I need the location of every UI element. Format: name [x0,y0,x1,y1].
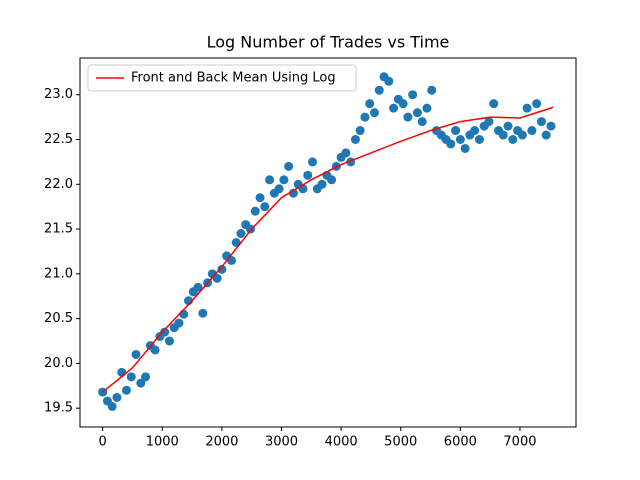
x-tick-label: 1000 [146,435,179,450]
scatter-point [455,135,465,145]
scatter-point [250,206,260,216]
y-tick-label: 20.0 [44,356,73,371]
scatter-point [503,121,513,131]
scatter-point [122,385,131,395]
scatter-point [446,139,456,149]
scatter-point [217,264,227,274]
scatter-point [308,157,317,167]
scatter-point [484,117,494,127]
scatter-point [350,135,360,145]
scatter-point [260,202,270,212]
scatter-point [532,99,542,109]
scatter-point [541,130,551,140]
scatter-point [489,99,499,109]
scatter-point [303,170,313,180]
scatter-point [451,126,461,136]
x-tick-label: 7000 [503,435,536,450]
scatter-point [212,273,222,283]
scatter-point [226,255,236,265]
scatter-point [131,349,141,359]
line-series [102,106,554,393]
scatter-point [174,318,184,328]
y-tick-label: 19.5 [44,401,73,416]
scatter-point [422,103,432,113]
scatter-point [508,135,518,145]
scatter-point [522,103,532,113]
scatter-point [403,112,413,122]
y-tick-label: 20.5 [44,311,73,326]
scatter-point [384,76,394,86]
scatter-point [355,126,365,136]
scatter-point [107,401,117,411]
plot-area [98,72,556,411]
scatter-point [150,345,160,355]
y-tick-label: 21.0 [44,266,73,281]
scatter-point [398,99,408,109]
scatter-point [365,99,375,109]
x-tick-label: 4000 [325,435,358,450]
x-tick-label: 3000 [265,435,298,450]
scatter-point [284,161,294,171]
scatter-point [498,130,508,140]
scatter-point [536,117,546,127]
scatter-point [288,188,298,198]
scatter-point [460,143,470,153]
scatter-point [427,85,437,95]
scatter-point [412,108,422,118]
scatter-point [126,372,136,382]
scatter-point [470,126,480,136]
scatter-point [274,184,284,194]
scatter-point [527,126,537,136]
scatter-point [112,392,122,402]
scatter-point [193,282,203,292]
scatter-point [141,372,151,382]
scatter-point [408,90,418,100]
axes-frame [79,57,577,428]
scatter-point [517,130,527,140]
scatter-point [160,327,170,337]
scatter-point [370,108,379,118]
scatter-point [198,308,208,318]
scatter-point [265,175,275,185]
x-tick-label: 5000 [384,435,417,450]
scatter-point [136,378,146,388]
y-tick-label: 22.5 [44,132,73,147]
y-tick-label: 23.0 [44,87,73,102]
scatter-point [546,121,556,131]
scatter-point [360,112,370,122]
scatter-point [117,367,127,377]
scatter-point [474,135,484,145]
x-tick-label: 6000 [444,435,477,450]
y-tick-label: 21.5 [44,222,73,237]
scatter-point [164,336,174,346]
scatter-point [389,103,399,113]
scatter-point [279,175,289,185]
legend-box [87,64,357,92]
scatter-point [179,309,189,319]
scatter-point [246,224,255,234]
y-tick-label: 22.0 [44,177,73,192]
scatter-point [236,229,246,239]
chart-title: Log Number of Trades vs Time [207,33,450,52]
scatter-point [341,148,351,158]
x-tick-label: 0 [99,435,107,450]
scatter-point [317,179,327,189]
scatter-point [255,193,265,203]
scatter-point [327,175,337,185]
x-tick-label: 2000 [205,435,238,450]
scatter-point [417,117,427,127]
scatter-point [374,85,384,95]
legend-label: Front and Back Mean Using Log [131,71,336,86]
